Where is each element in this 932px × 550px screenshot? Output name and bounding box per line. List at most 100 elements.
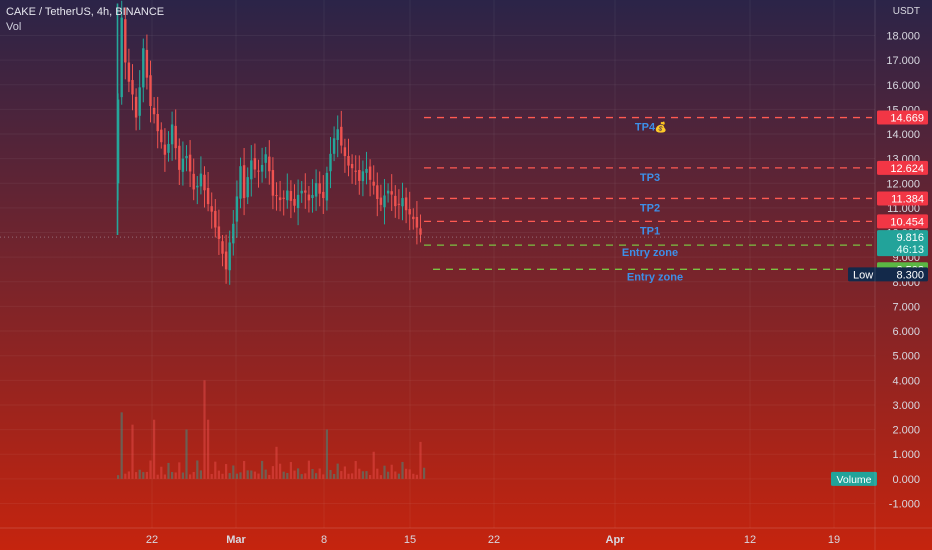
volume-indicator-label: Vol bbox=[6, 21, 22, 33]
volume-bar bbox=[354, 461, 357, 479]
last-price-text: 9.816 bbox=[896, 232, 924, 244]
candle-body bbox=[149, 75, 152, 107]
volume-bar bbox=[174, 472, 177, 479]
volume-bar bbox=[214, 461, 217, 479]
volume-bar bbox=[217, 470, 220, 479]
candle-body bbox=[170, 124, 174, 145]
candle-body bbox=[365, 168, 368, 173]
candle-body bbox=[235, 196, 239, 222]
volume-bar bbox=[347, 473, 350, 479]
volume-bar bbox=[253, 471, 256, 479]
time-tick-label: Mar bbox=[226, 534, 246, 546]
money-bag-icon: 💰 bbox=[655, 121, 667, 134]
volume-bar bbox=[135, 472, 138, 479]
price-tick-label: 3.000 bbox=[892, 400, 920, 412]
candle-body bbox=[304, 190, 307, 193]
volume-bar bbox=[163, 474, 166, 479]
candle-body bbox=[412, 216, 415, 220]
volume-bar bbox=[221, 473, 224, 479]
volume-bar bbox=[379, 475, 382, 479]
candle-body bbox=[311, 195, 314, 198]
candle-body bbox=[289, 191, 293, 201]
candle-body bbox=[390, 191, 393, 195]
volume-legend-badge: Volume bbox=[831, 471, 877, 486]
grid bbox=[0, 0, 875, 528]
candle-body bbox=[368, 166, 372, 180]
volume-bar bbox=[167, 462, 170, 479]
price-axis[interactable]: 18.00017.00016.00015.00014.00013.00012.0… bbox=[831, 31, 928, 511]
candle-body bbox=[264, 154, 267, 163]
candle-body bbox=[127, 62, 131, 82]
volume-bar bbox=[325, 429, 328, 479]
tp-price-badge-bg bbox=[877, 191, 928, 206]
candle-body bbox=[332, 138, 336, 154]
time-tick-label: 22 bbox=[488, 534, 500, 546]
candle-body bbox=[160, 129, 163, 143]
volume-bar bbox=[297, 468, 300, 479]
price-tick-label: 11.000 bbox=[887, 203, 920, 215]
volume-bar bbox=[257, 473, 260, 479]
low-badge: Low 8.300 bbox=[848, 267, 928, 282]
volume-bar bbox=[318, 468, 321, 479]
volume-bar bbox=[351, 473, 354, 479]
candle-body bbox=[318, 183, 321, 194]
volume-bar bbox=[423, 467, 426, 479]
candle-body bbox=[138, 87, 141, 116]
volume-bar bbox=[293, 470, 296, 479]
time-tick-label: 12 bbox=[744, 534, 756, 546]
candle-body bbox=[343, 147, 347, 157]
candle-body bbox=[350, 163, 354, 169]
volume-bar bbox=[171, 472, 174, 479]
candle-body bbox=[185, 155, 188, 159]
volume-bar bbox=[149, 460, 152, 479]
price-tick-label: 12.000 bbox=[886, 178, 920, 190]
volume-bar bbox=[199, 470, 202, 479]
volume-bar bbox=[282, 471, 285, 479]
price-tick-label: 7.000 bbox=[892, 301, 920, 313]
tp-price-badge: 10.454 bbox=[877, 214, 928, 229]
candle-body bbox=[142, 48, 145, 88]
candle-body bbox=[278, 197, 282, 201]
candle-body bbox=[401, 198, 404, 207]
candle-body bbox=[152, 107, 156, 115]
volume-bar bbox=[153, 419, 156, 479]
price-tick-label: -1.000 bbox=[889, 498, 920, 510]
volume-bar bbox=[304, 473, 307, 479]
volume-bar bbox=[365, 471, 368, 479]
volume-bar bbox=[336, 463, 339, 479]
volume-bar bbox=[361, 471, 364, 479]
time-tick-label: 15 bbox=[404, 534, 416, 546]
volume-bar bbox=[207, 419, 210, 479]
volume-bar bbox=[275, 446, 278, 479]
volume-bar bbox=[372, 451, 375, 479]
candle-body bbox=[271, 170, 275, 196]
last-price-badge-bg bbox=[877, 230, 928, 257]
candle-body bbox=[250, 160, 253, 180]
candle-body bbox=[221, 241, 224, 254]
volume-bars bbox=[117, 380, 426, 479]
candle-body bbox=[257, 170, 260, 172]
volume-bar bbox=[401, 461, 404, 479]
candle-body bbox=[286, 190, 289, 201]
price-tick-label: 6.000 bbox=[892, 326, 920, 338]
volume-bar bbox=[390, 464, 393, 479]
volume-bar bbox=[322, 474, 325, 479]
volume-bar bbox=[185, 429, 188, 479]
candle-body bbox=[415, 216, 419, 228]
volume-bar bbox=[232, 465, 235, 479]
price-tick-label: 17.000 bbox=[886, 55, 920, 67]
candle-body bbox=[376, 185, 379, 199]
volume-legend-text: Volume bbox=[836, 474, 871, 486]
volume-bar bbox=[279, 463, 282, 479]
candle-body bbox=[156, 113, 159, 132]
candle-body bbox=[145, 49, 149, 78]
candle-body bbox=[214, 210, 217, 228]
volume-bar bbox=[286, 473, 289, 479]
candle-body bbox=[246, 177, 249, 198]
tp-price-badge-text: 14.669 bbox=[890, 113, 924, 125]
candle-body bbox=[217, 226, 221, 239]
volume-bar bbox=[387, 471, 390, 479]
volume-bar bbox=[239, 472, 242, 479]
